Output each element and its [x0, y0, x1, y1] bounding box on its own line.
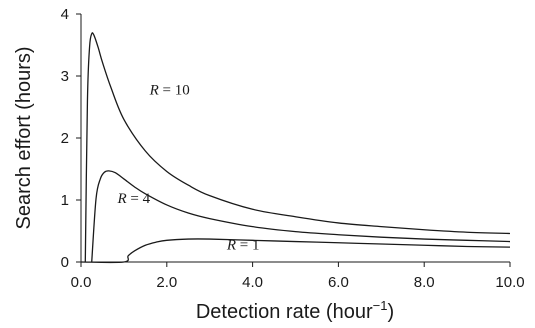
series-line-r10 [84, 32, 511, 263]
y-tick-label: 4 [61, 6, 69, 23]
x-tick-label: 2.0 [156, 274, 177, 291]
x-tick-label: 4.0 [242, 274, 263, 291]
axes [80, 14, 510, 263]
y-tick-label: 0 [61, 254, 69, 271]
series-line-r4 [91, 170, 511, 263]
ticks: 0 1 2 3 4 0.0 2.0 4.0 6.0 8.0 10.0 [61, 6, 525, 291]
curve-label-r10: R = 10 [149, 83, 190, 99]
curve-label-r1: R = 1 [226, 238, 260, 254]
x-tick-label: 6.0 [328, 274, 349, 291]
x-axis-title: Detection rate (hour−1) [196, 298, 394, 323]
series-line-r1 [80, 238, 511, 264]
x-tick-label: 8.0 [414, 274, 435, 291]
y-tick-label: 2 [61, 130, 69, 147]
y-tick-label: 3 [61, 68, 69, 85]
series-layer [80, 32, 511, 264]
x-tick-label: 10.0 [495, 274, 524, 291]
y-tick-label: 1 [61, 192, 69, 209]
curve-label-r4: R = 4 [116, 191, 150, 207]
x-tick-label: 0.0 [71, 274, 92, 291]
curve-labels: R = 10 R = 4 R = 1 [116, 83, 259, 254]
y-axis-title: Search effort (hours) [13, 46, 35, 229]
